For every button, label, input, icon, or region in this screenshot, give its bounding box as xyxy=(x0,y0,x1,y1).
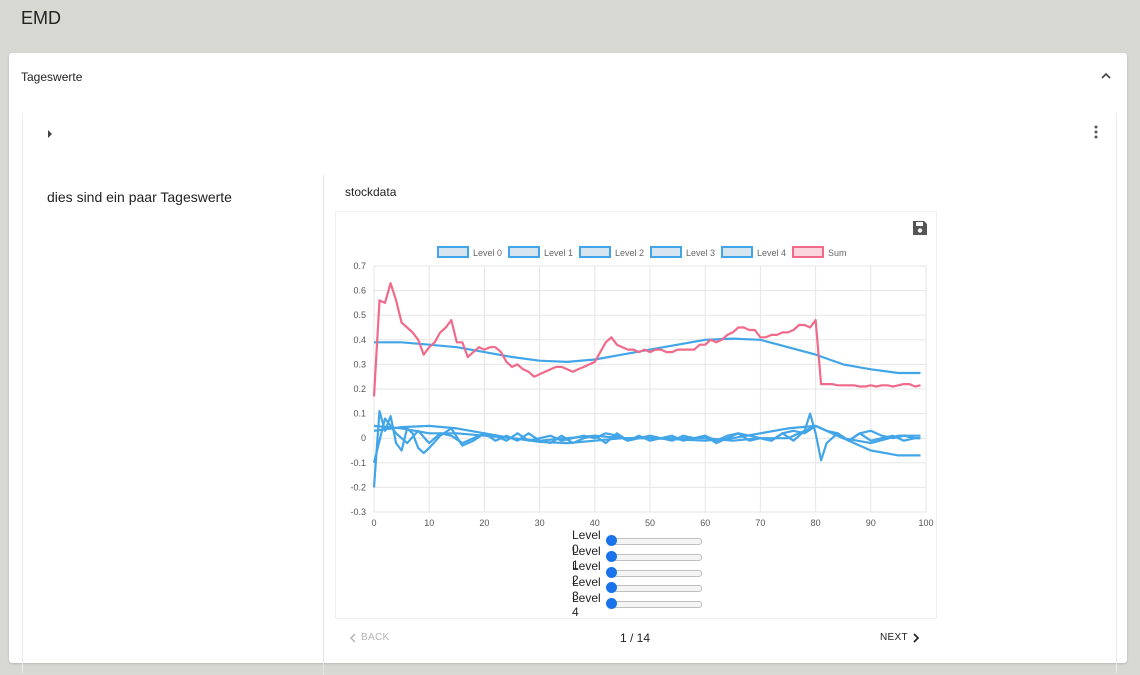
chevron-up-icon[interactable] xyxy=(1099,69,1113,83)
panel-title: Tageswerte xyxy=(21,70,83,84)
expansion-panel: Tageswerte dies sind ein paar Tageswerte… xyxy=(9,53,1127,675)
slider-row: Level 4 xyxy=(572,591,702,619)
caret-right-icon[interactable] xyxy=(45,127,55,139)
step-description: dies sind ein paar Tageswerte xyxy=(47,189,232,205)
step-container: dies sind ein paar Tageswerte stockdata … xyxy=(22,113,1117,675)
legend-label: Sum xyxy=(828,248,847,258)
y-tick-label: -0.1 xyxy=(350,458,366,468)
level-slider[interactable] xyxy=(606,582,702,594)
legend-label: Level 4 xyxy=(757,248,786,258)
step-title: stockdata xyxy=(345,185,397,199)
legend-label: Level 0 xyxy=(473,248,502,258)
level-slider[interactable] xyxy=(606,566,702,578)
series-line-level-3 xyxy=(373,424,921,457)
legend-swatch xyxy=(579,246,611,258)
slider-row: Level 1 xyxy=(572,544,702,572)
page-indicator: 1 / 14 xyxy=(620,631,651,645)
x-tick-label: 100 xyxy=(918,518,933,528)
y-tick-label: 0.6 xyxy=(353,286,366,296)
legend-label: Level 1 xyxy=(544,248,573,258)
level-slider[interactable] xyxy=(606,535,702,547)
stepper-nav: BACK 1 / 14 NEXT xyxy=(335,627,935,651)
legend-swatch xyxy=(650,246,682,258)
slider-label: Level 4 xyxy=(572,590,601,619)
y-tick-label: -0.3 xyxy=(350,507,366,517)
slider-thumb[interactable] xyxy=(606,582,617,594)
legend-swatch xyxy=(721,246,753,258)
x-tick-label: 10 xyxy=(424,518,434,528)
back-button[interactable]: BACK xyxy=(349,632,389,643)
legend-label: Level 3 xyxy=(686,248,715,258)
x-tick-label: 30 xyxy=(535,518,545,528)
legend-swatch xyxy=(437,246,469,258)
x-tick-label: 70 xyxy=(755,518,765,528)
slider-label: Level 3 xyxy=(572,574,601,603)
slider-label: Level 2 xyxy=(572,559,601,588)
chevron-left-icon xyxy=(349,632,356,643)
level-slider[interactable] xyxy=(606,551,702,563)
y-tick-label: 0.1 xyxy=(353,409,366,419)
slider-label: Level 0 xyxy=(572,527,601,556)
level-slider[interactable] xyxy=(606,598,702,610)
legend-swatch xyxy=(792,246,824,258)
more-vert-icon[interactable] xyxy=(1090,123,1102,141)
back-label: BACK xyxy=(361,632,390,643)
y-tick-label: 0 xyxy=(361,433,366,443)
line-chart: 0.7 0.6 0.5 0.4 0.3 0.2 0.1 0 -0.1 -0.2 -0.3 0 10 20 3… xyxy=(350,246,934,528)
x-tick-label: 20 xyxy=(479,518,489,528)
x-tick-label: 90 xyxy=(866,518,876,528)
slider-label: Level 1 xyxy=(572,543,601,572)
slider-row: Level 0 xyxy=(572,528,702,556)
series-line-sum xyxy=(372,282,921,397)
slider-row: Level 3 xyxy=(572,575,702,603)
slider-row: Level 2 xyxy=(572,559,702,587)
next-button[interactable]: NEXT xyxy=(880,632,920,643)
y-tick-label: 0.5 xyxy=(353,310,366,320)
chart-card: 0.7 0.6 0.5 0.4 0.3 0.2 0.1 0 -0.1 -0.2 -0.3 0 10 20 3… xyxy=(335,211,937,619)
x-tick-label: 50 xyxy=(645,518,655,528)
y-tick-label: 0.2 xyxy=(353,384,366,394)
slider-thumb[interactable] xyxy=(606,535,617,547)
slider-thumb[interactable] xyxy=(606,598,617,610)
series-line-level-0 xyxy=(372,410,921,488)
save-icon[interactable] xyxy=(912,220,928,236)
chevron-right-icon xyxy=(913,632,920,643)
slider-thumb[interactable] xyxy=(606,551,617,563)
x-tick-label: 60 xyxy=(700,518,710,528)
x-tick-label: 0 xyxy=(371,518,376,528)
app-title: EMD xyxy=(21,8,61,28)
legend-swatch xyxy=(508,246,540,258)
next-label: NEXT xyxy=(880,632,908,643)
y-tick-label: 0.7 xyxy=(353,261,366,271)
y-tick-label: 0.3 xyxy=(353,359,366,369)
content-column: stockdata 0.7 0.6 0.5 0.4 0.3 0.2 0.1 0 -0.1 -0.2… xyxy=(335,175,955,675)
description-column: dies sind ein paar Tageswerte xyxy=(23,175,324,675)
x-tick-label: 40 xyxy=(590,518,600,528)
series-line-level-1 xyxy=(372,417,921,464)
legend-label: Level 2 xyxy=(615,248,644,258)
x-tick-label: 80 xyxy=(811,518,821,528)
slider-thumb[interactable] xyxy=(606,566,617,578)
y-tick-label: 0.4 xyxy=(353,335,366,345)
series-line-level-4 xyxy=(374,337,921,375)
level-sliders: Level 0 Level 1 Level 2 Level 3 Level 4 xyxy=(572,528,702,619)
y-tick-label: -0.2 xyxy=(350,482,366,492)
